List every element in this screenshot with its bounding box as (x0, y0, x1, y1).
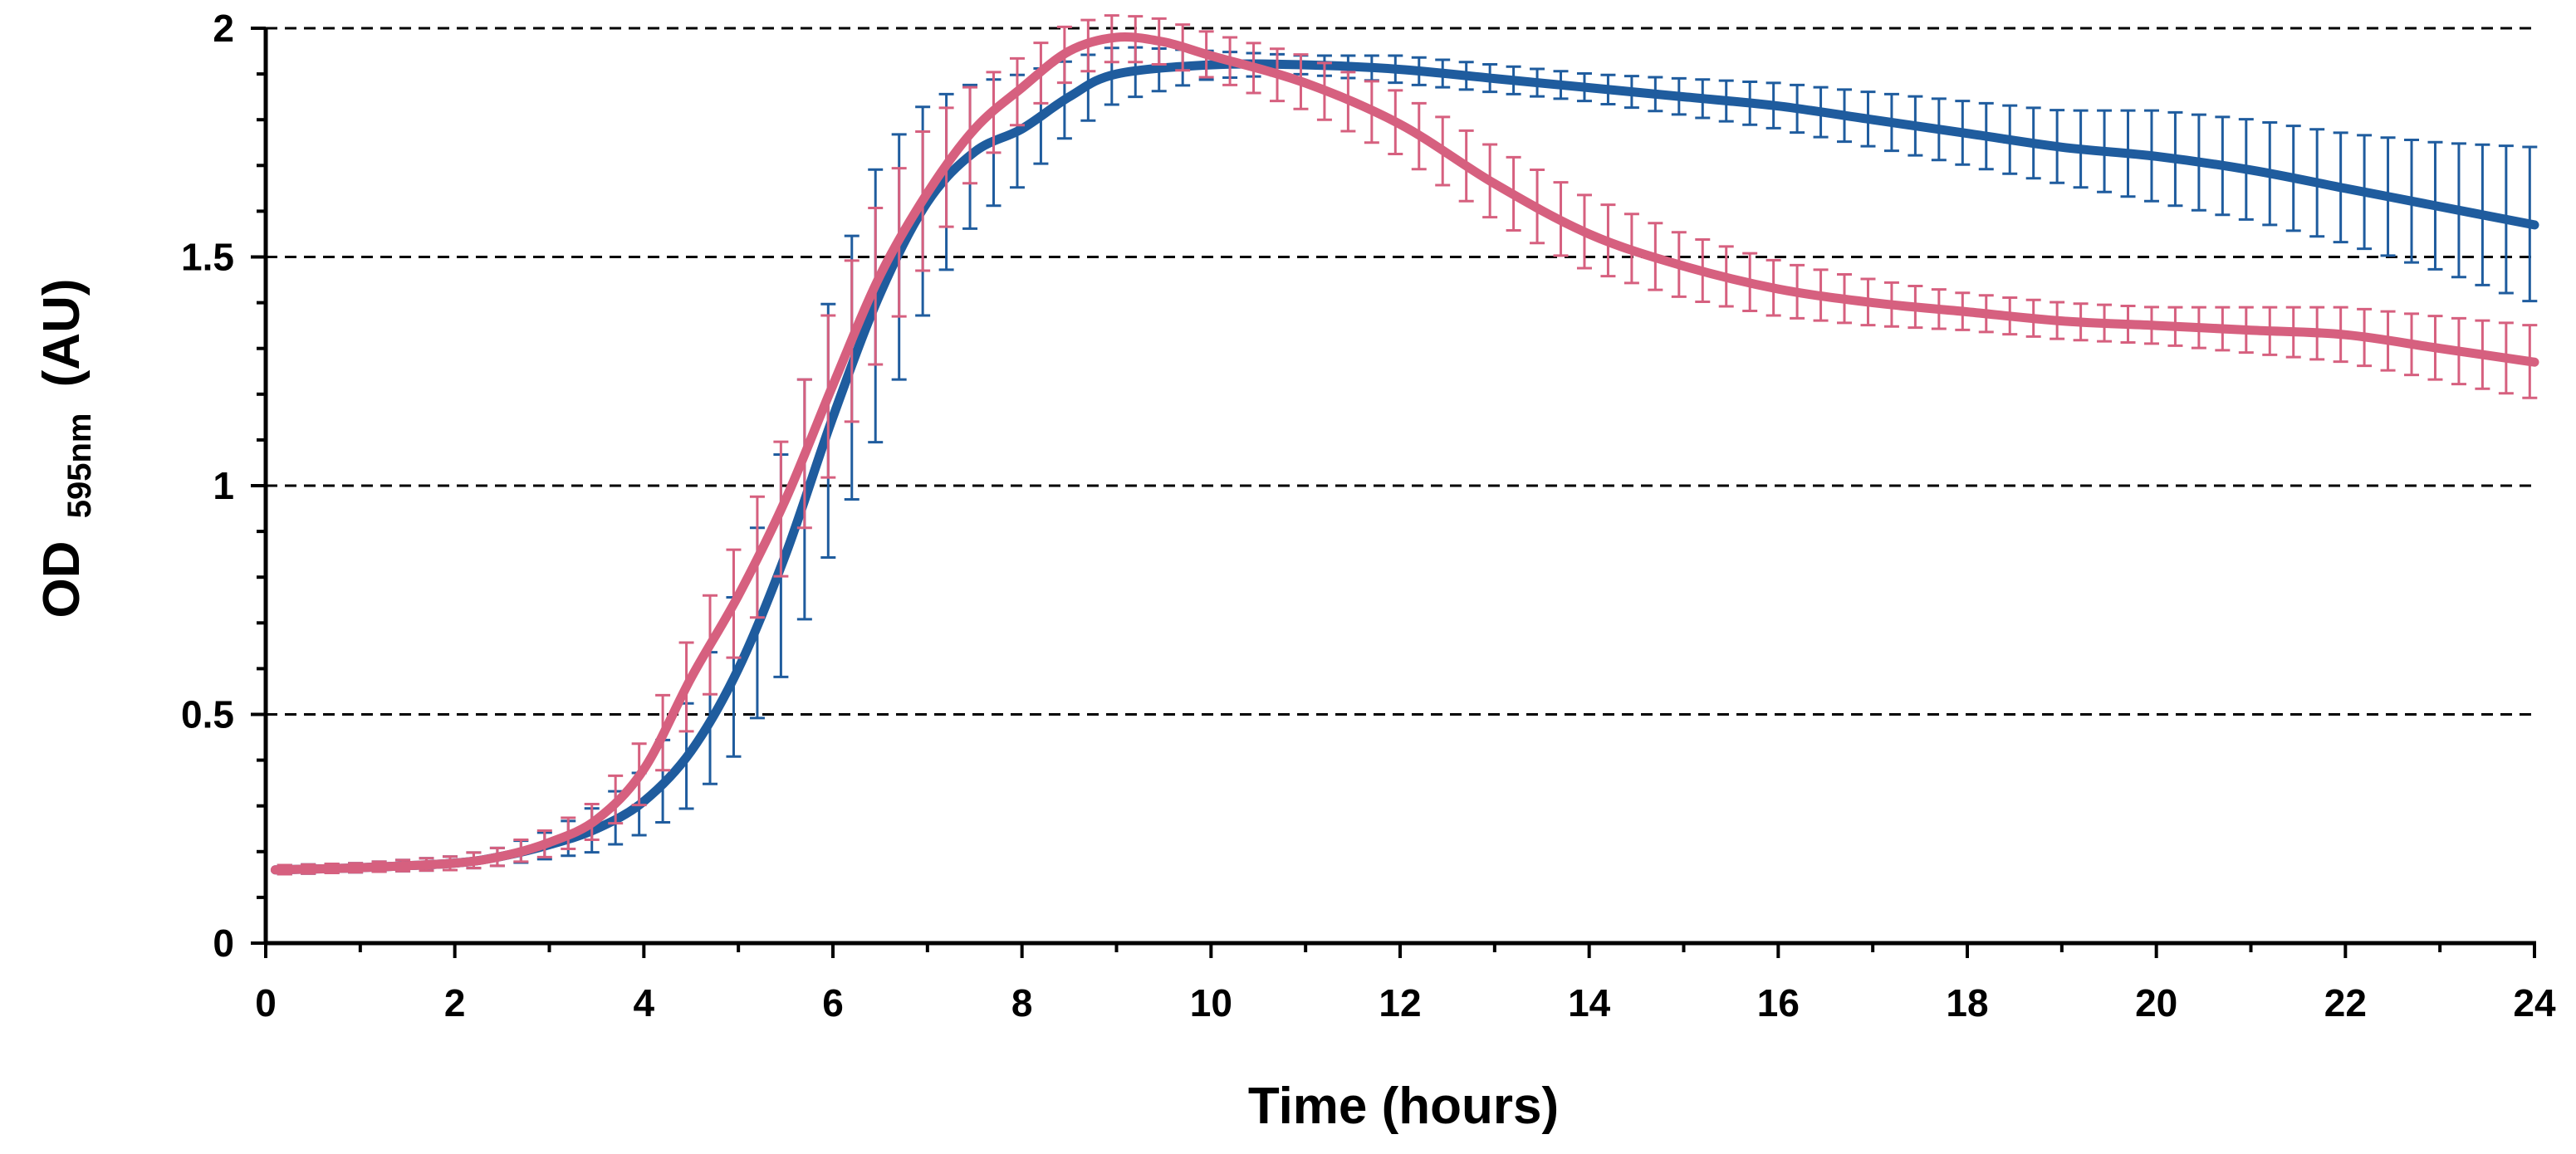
series-pink-line (270, 32, 2539, 875)
y-axis-title-main: OD (33, 541, 91, 619)
gridlines (266, 27, 2534, 716)
x-tick-label-24: 24 (2513, 981, 2556, 1024)
x-tick-label-20: 20 (2135, 981, 2177, 1024)
y-tick-label-2: 2 (213, 7, 234, 50)
series-blue-error-bars (277, 46, 2538, 876)
x-tick-label-2: 2 (444, 981, 466, 1024)
x-tick-label-0: 0 (255, 981, 277, 1024)
x-tick-label-14: 14 (1568, 981, 1611, 1024)
svg-text:OD 595nm (AU): OD 595nm (AU) (33, 278, 102, 618)
x-tick-label-6: 6 (822, 981, 844, 1024)
x-tick-label-10: 10 (1190, 981, 1232, 1024)
axes (251, 27, 2536, 958)
y-axis-title-unit: (AU) (33, 278, 91, 387)
x-tick-label-22: 22 (2324, 981, 2367, 1024)
series-pink (270, 14, 2539, 876)
x-tick-label-18: 18 (1946, 981, 1988, 1024)
series-blue (270, 46, 2539, 876)
x-axis-title: Time (hours) (1248, 1078, 1559, 1135)
y-tick-label-1: 1 (213, 464, 234, 507)
y-tick-label-0: 0 (213, 922, 234, 965)
x-tick-label-8: 8 (1011, 981, 1033, 1024)
series (270, 14, 2539, 876)
y-tick-label-0.5: 0.5 (181, 693, 234, 736)
series-blue-line (270, 59, 2539, 875)
y-axis-title-subscript: 595nm (61, 413, 98, 519)
y-axis-title: OD 595nm (AU) (33, 278, 102, 618)
x-tick-label-16: 16 (1757, 981, 1800, 1024)
x-tick-label-12: 12 (1379, 981, 1421, 1024)
tick-labels: 00.511.520 2 4 6 8 10 12 14 16 18 20 22 24 (181, 7, 2556, 1024)
x-tick-label-4: 4 (634, 981, 655, 1024)
y-tick-label-1.5: 1.5 (181, 236, 234, 279)
